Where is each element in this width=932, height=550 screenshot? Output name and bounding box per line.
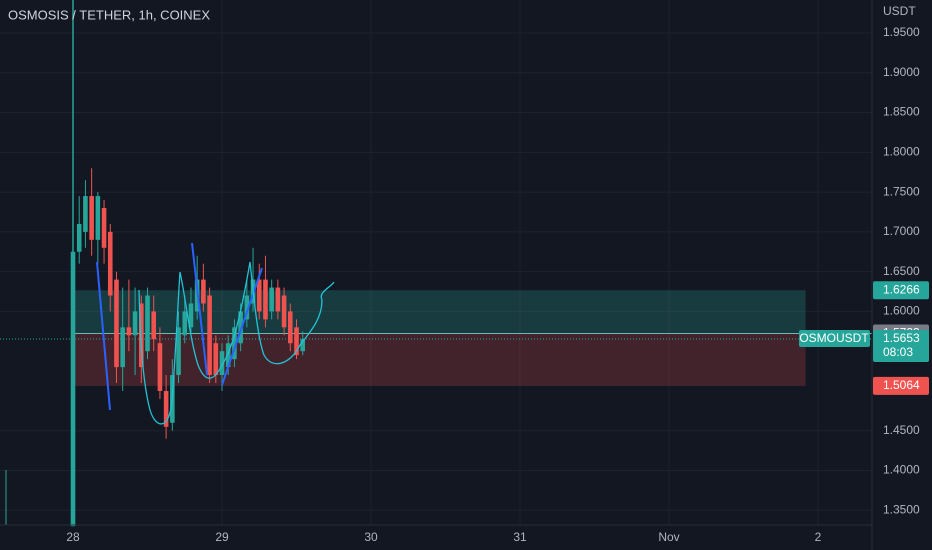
candle-body — [163, 390, 169, 427]
y-tick-label: 1.4500 — [883, 423, 920, 437]
countdown: 08:03 — [883, 345, 913, 359]
x-tick-label: 29 — [215, 530, 229, 544]
x-tick-label: 28 — [66, 530, 80, 544]
stop-price-label-bg — [873, 376, 929, 395]
candle-body — [114, 279, 119, 368]
y-tick-label: 1.8500 — [883, 105, 920, 119]
candle-body — [281, 295, 287, 328]
symbol-label-bg — [799, 330, 870, 348]
candle-body — [300, 339, 306, 352]
candle-body — [132, 311, 138, 336]
x-tick-label: Nov — [658, 530, 679, 544]
y-tick-label: 1.3500 — [883, 502, 920, 516]
target-price-label-bg — [873, 281, 929, 300]
candle-body — [145, 295, 150, 352]
candle-body — [263, 279, 268, 320]
candle-body — [126, 327, 132, 336]
symbol-label: OSMOUSDT — [799, 331, 869, 345]
x-tick-label: 31 — [513, 530, 527, 544]
drawings — [5, 0, 335, 525]
candle-body — [232, 327, 237, 360]
candle-body — [188, 303, 194, 328]
y-tick-label: 1.7000 — [883, 224, 920, 238]
candle-body — [101, 208, 107, 248]
candle-body — [256, 279, 262, 312]
trend-line — [96, 261, 111, 411]
stop-price-label: 1.5064 — [883, 378, 920, 392]
y-tick-label: 1.7500 — [883, 184, 920, 198]
chart-title: OSMOSIS / TETHER, 1h, COINEX — [8, 7, 210, 22]
x-tick-label: 30 — [364, 530, 378, 544]
candle-body — [244, 295, 250, 320]
y-axis-label: USDT — [883, 4, 916, 18]
candle-body — [225, 343, 231, 368]
candle-body — [207, 295, 212, 376]
freehand-drawing — [138, 261, 335, 425]
y-tick-label: 1.9000 — [883, 65, 920, 79]
candle-body — [269, 287, 274, 312]
candle-body — [182, 311, 188, 336]
y-tick-label: 1.4000 — [883, 463, 920, 477]
y-tick-label: 1.6000 — [883, 304, 920, 318]
last-price-label: 1.5653 — [883, 331, 920, 345]
candle-body — [151, 311, 157, 340]
candle-body — [107, 231, 113, 296]
stop-zone — [73, 333, 806, 386]
y-tick-label: 1.9500 — [883, 25, 920, 39]
trend-line — [191, 242, 208, 376]
candle-body — [287, 311, 293, 344]
candle-body — [83, 196, 88, 232]
trend-line — [221, 267, 263, 386]
candle-body — [157, 343, 163, 391]
candle-body — [201, 279, 206, 304]
target-price-label: 1.6266 — [883, 282, 920, 296]
y-tick-label: 1.6500 — [883, 264, 920, 278]
candle-body — [238, 311, 243, 344]
candle-body — [120, 327, 125, 368]
candle-body — [294, 327, 299, 356]
candle-body — [213, 343, 219, 376]
y-tick-label: 1.8000 — [883, 145, 920, 159]
candle-body — [89, 196, 94, 240]
x-tick-label: 2 — [815, 530, 822, 544]
last-price-label-bg — [873, 330, 929, 363]
candle-body — [176, 327, 181, 376]
candle-body — [219, 351, 225, 376]
candle-body — [275, 287, 281, 312]
candle-body — [76, 223, 82, 252]
candle-body — [95, 196, 101, 240]
